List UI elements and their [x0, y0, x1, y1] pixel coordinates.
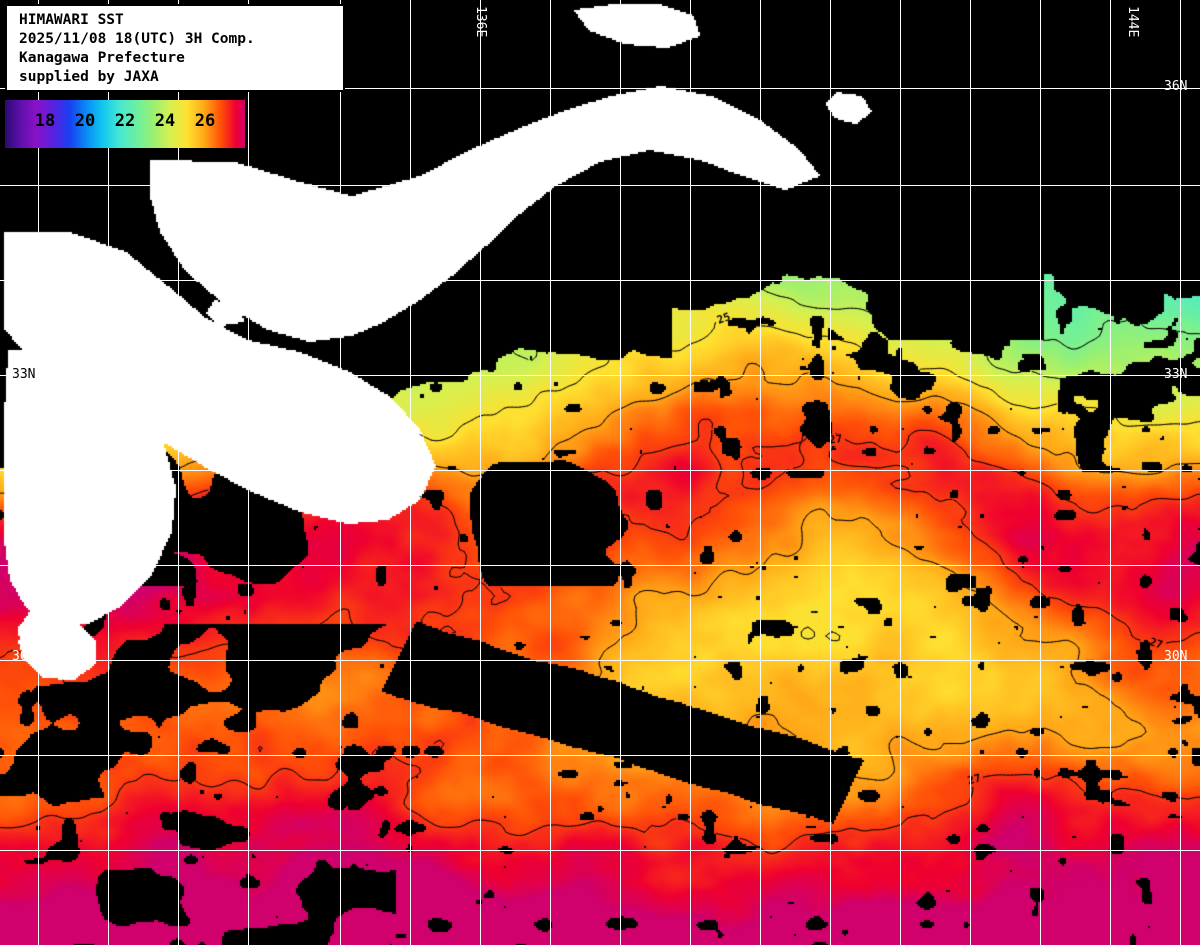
title-line-datetime: 2025/11/08 18(UTC) 3H Comp.: [19, 30, 343, 49]
title-line-region: Kanagawa Prefecture: [19, 49, 343, 68]
sst-colorbar: 18 20 22 24 26: [5, 100, 245, 148]
title-line-provider: supplied by JAXA: [19, 68, 343, 87]
colorbar-tick-18: 18: [35, 113, 55, 130]
colorbar-tick-20: 20: [75, 113, 95, 130]
sst-map-viewport: 136E 144E 36N 33N 33N 30N 30N HIMAWARI SST 202…: [0, 0, 1200, 946]
title-line-product: HIMAWARI SST: [19, 11, 343, 30]
colorbar-tick-labels: 18 20 22 24 26: [5, 100, 245, 148]
title-info-box: HIMAWARI SST 2025/11/08 18(UTC) 3H Comp.…: [5, 4, 345, 92]
colorbar-tick-26: 26: [195, 113, 215, 130]
colorbar-tick-22: 22: [115, 113, 135, 130]
colorbar-tick-24: 24: [155, 113, 175, 130]
